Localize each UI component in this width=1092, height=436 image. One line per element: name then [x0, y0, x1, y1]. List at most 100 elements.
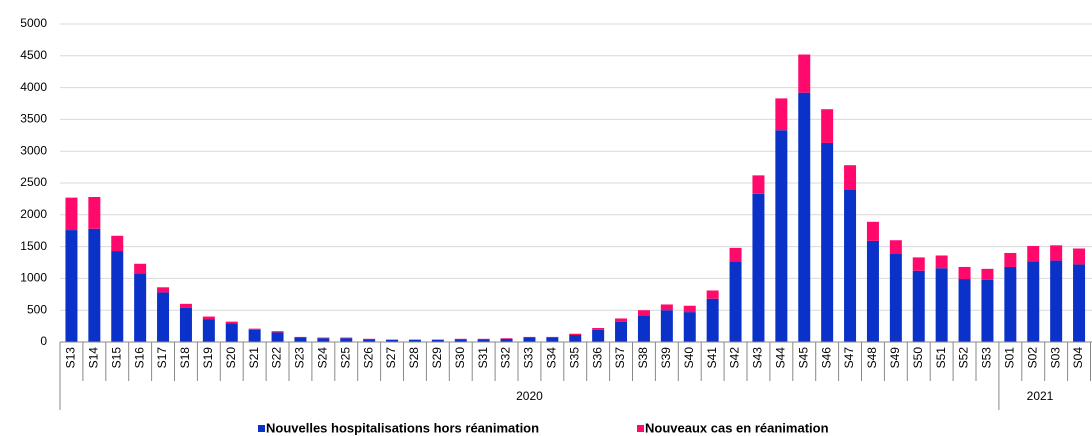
bar-segment [88, 228, 101, 342]
bar-segment [729, 261, 742, 342]
bar-segment [821, 109, 834, 143]
bar-segment [844, 165, 857, 190]
x-tick-label: S35 [567, 347, 581, 369]
bar-segment [111, 251, 124, 342]
bar-segment [1004, 252, 1017, 267]
bar-segment [88, 196, 101, 229]
bar-segment [454, 339, 467, 342]
bar-segment [1050, 260, 1063, 342]
bar-segment [271, 332, 284, 342]
y-tick-label: 3500 [20, 112, 47, 126]
bar-segment [1050, 245, 1063, 261]
bar-segment [202, 319, 215, 342]
x-tick-label: S37 [613, 347, 627, 369]
y-tick-label: 4500 [20, 48, 47, 62]
bar-segment [157, 287, 170, 293]
x-tick-label: S48 [865, 347, 879, 369]
bar-segment [340, 338, 353, 342]
bar-segment [157, 292, 170, 342]
x-tick-label: S15 [109, 347, 123, 369]
x-tick-label: S22 [270, 347, 284, 369]
bar-segment [500, 338, 513, 342]
x-tick-label: S16 [132, 347, 146, 369]
bar-segment [1073, 248, 1086, 265]
group-label: 2021 [1027, 389, 1054, 403]
x-tick-label: S43 [751, 347, 765, 369]
x-tick-label: S38 [636, 347, 650, 369]
bar-segment [706, 290, 719, 299]
x-tick-label: S20 [224, 347, 238, 369]
x-tick-label: S19 [201, 347, 215, 369]
x-tick-label: S34 [545, 347, 559, 369]
bar-segment [225, 323, 238, 342]
bar-segment [248, 329, 261, 342]
x-tick-label: S40 [682, 347, 696, 369]
bar-segment [225, 321, 238, 324]
x-tick-label: S47 [842, 347, 856, 369]
x-tick-label: S46 [819, 347, 833, 369]
bar-segment [821, 142, 834, 342]
bar-segment [569, 335, 582, 342]
x-tick-label: S45 [796, 347, 810, 369]
x-tick-label: S25 [338, 347, 352, 369]
x-tick-label: S27 [384, 347, 398, 369]
bar-segment [1027, 245, 1040, 262]
bar-segment [706, 298, 719, 342]
x-tick-label: S24 [316, 347, 330, 369]
bar-segment [752, 175, 765, 194]
bar-segment [912, 270, 925, 342]
bar-segment [523, 336, 536, 338]
bar-segment [935, 255, 948, 269]
x-tick-label: S17 [155, 347, 169, 369]
y-tick-label: 1000 [20, 271, 47, 285]
bar-segment [1027, 261, 1040, 342]
x-tick-label: S49 [888, 347, 902, 369]
x-tick-label: S13 [64, 347, 78, 369]
bar-segment [958, 266, 971, 280]
bar-segment [569, 333, 582, 336]
bar-segment [866, 221, 879, 241]
bar-segment [477, 339, 490, 342]
bar-segment [408, 339, 421, 342]
bar-segment [683, 305, 696, 313]
y-tick-label: 500 [27, 302, 47, 316]
x-tick-label: S26 [361, 347, 375, 369]
bar-segment [889, 240, 902, 254]
x-tick-label: S32 [499, 347, 513, 369]
bar-segment [386, 339, 399, 342]
x-tick-label: S03 [1048, 347, 1062, 369]
legend-label: Nouveaux cas en réanimation [645, 420, 829, 435]
group-label: 2020 [516, 389, 543, 403]
x-tick-label: S14 [87, 347, 101, 369]
bar-segment [65, 197, 78, 231]
bar-segment [615, 318, 628, 322]
x-tick-label: S36 [590, 347, 604, 369]
bar-segment [317, 337, 330, 339]
bar-segment [1004, 266, 1017, 342]
y-tick-label: 0 [40, 334, 47, 348]
x-tick-label: S52 [957, 347, 971, 369]
x-tick-label: S51 [934, 347, 948, 369]
x-tick-label: S41 [705, 347, 719, 369]
bar-segment [294, 336, 307, 338]
bar-segment [615, 321, 628, 342]
bar-segment [546, 337, 559, 342]
bar-segment [179, 303, 192, 308]
x-tick-label: S28 [407, 347, 421, 369]
bar-segment [729, 247, 742, 262]
legend-label: Nouvelles hospitalisations hors réanimat… [266, 420, 539, 435]
bar-segment [912, 257, 925, 271]
bar-segment [637, 315, 650, 342]
x-tick-label: S29 [430, 347, 444, 369]
y-tick-label: 3000 [20, 143, 47, 157]
x-tick-label: S53 [980, 347, 994, 369]
x-tick-label: S50 [911, 347, 925, 369]
bar-segment [271, 331, 284, 333]
bar-segment [340, 337, 353, 339]
x-tick-label: S01 [1003, 347, 1017, 369]
y-tick-label: 1500 [20, 239, 47, 253]
x-tick-label: S44 [774, 347, 788, 369]
x-tick-label: S02 [1025, 347, 1039, 369]
bar-segment [500, 338, 513, 339]
